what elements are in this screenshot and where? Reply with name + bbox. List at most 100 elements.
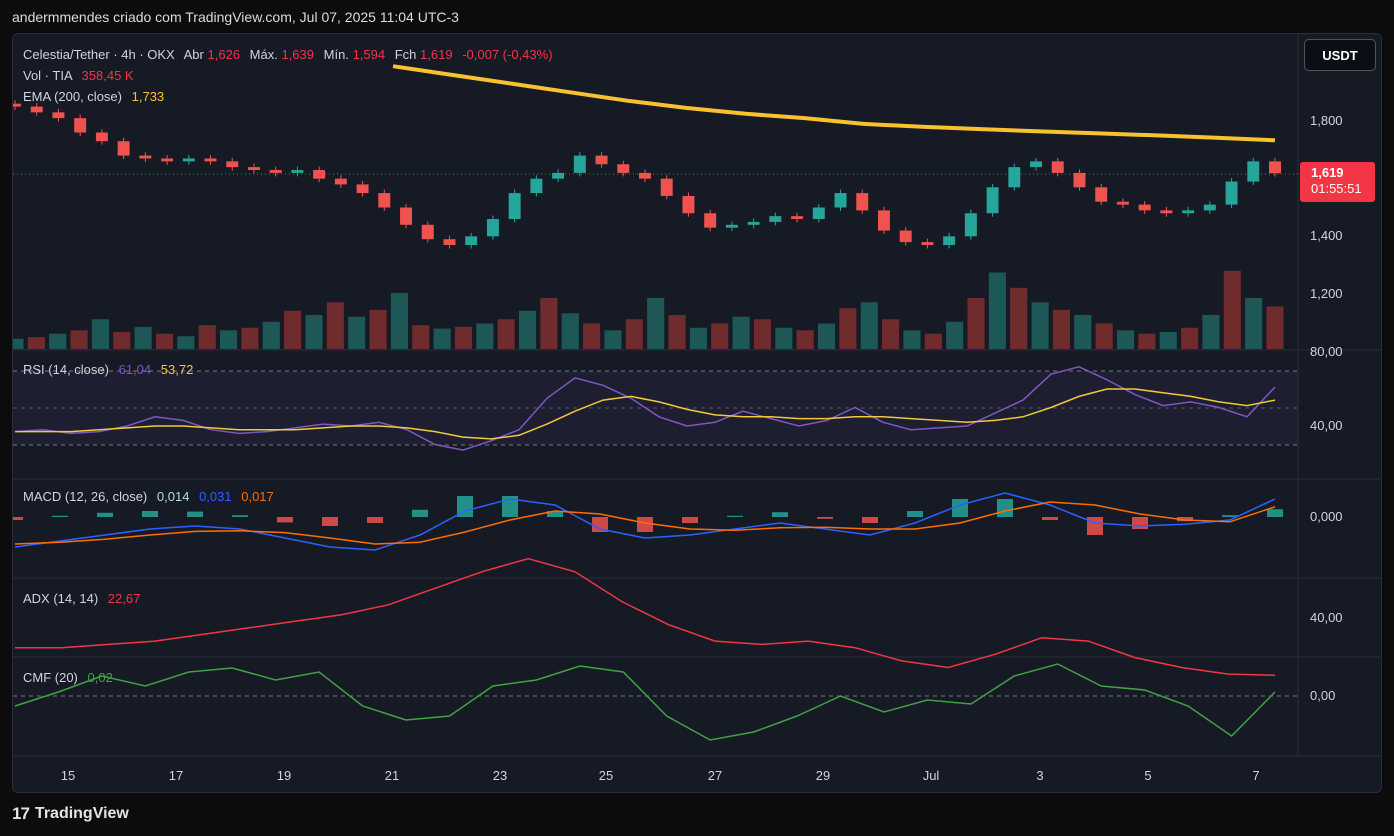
candle-body (1051, 161, 1064, 173)
candle-body (356, 184, 369, 194)
macd-hist-bar (232, 515, 248, 517)
candle-body (378, 193, 391, 208)
tradingview-footer[interactable]: 17 TradingView (12, 804, 129, 824)
volume-bar (177, 336, 195, 349)
volume-bar (946, 321, 964, 349)
candle-body (226, 161, 239, 168)
time-tick: 23 (493, 768, 507, 783)
candle-body (856, 193, 869, 211)
volume-bar (988, 272, 1006, 349)
volume-bar (625, 319, 643, 349)
legend-low: 1,594 (353, 47, 386, 62)
volume-bar (1202, 315, 1220, 349)
volume-bar (49, 333, 67, 349)
time-tick: 21 (385, 768, 399, 783)
price-tick: 1,200 (1310, 286, 1343, 301)
candle-body (660, 178, 673, 196)
volume-bar (1074, 315, 1092, 349)
candle-body (812, 207, 825, 220)
volume-bar (262, 321, 280, 349)
macd-hist-bar (187, 511, 203, 517)
macd-hist-bar (817, 517, 833, 519)
volume-bar (1159, 332, 1177, 349)
volume-bar (91, 319, 109, 349)
chart-frame[interactable]: Celestia/Tether · 4h · OKX Abr 1,626 Máx… (12, 33, 1382, 793)
legend-ema-label: EMA (200, close) (23, 89, 122, 104)
legend-high: 1,639 (281, 47, 314, 62)
candle-body (52, 112, 65, 119)
rsi-tick: 40,00 (1310, 418, 1343, 433)
candle-body (1247, 161, 1260, 182)
macd-hist-bar (97, 512, 113, 517)
candle-body (530, 178, 543, 194)
macd-hist-bar (322, 517, 338, 526)
macd-hist-bar (772, 512, 788, 517)
macd-hist-bar (592, 517, 608, 532)
time-tick: Jul (923, 768, 940, 783)
volume-bar (561, 313, 579, 349)
volume-bar (305, 315, 323, 349)
macd-hist-bar (1267, 509, 1283, 517)
macd-hist-bar (277, 517, 293, 523)
legend-vol-value: 358,45 K (82, 68, 134, 83)
svg-text:Celestia/Tether · 4h · OKX: Celestia/Tether · 4h · OKX Abr 1,626 Máx… (23, 47, 553, 62)
bar-countdown: 01:55:51 (1311, 181, 1362, 196)
volume-bar (476, 323, 494, 349)
ema-200-line (392, 64, 1276, 143)
macd-tick: 0,000 (1310, 509, 1343, 524)
candle-body (313, 170, 326, 179)
volume-bar (647, 298, 665, 349)
macd-hist-bar (142, 511, 158, 517)
candle-body (986, 187, 999, 214)
volume-bar (454, 326, 473, 349)
candle-body (573, 155, 586, 173)
volume-bar (1116, 330, 1135, 349)
macd-hist-bar (1177, 517, 1193, 522)
time-tick: 19 (277, 768, 291, 783)
volume-bar (412, 325, 430, 349)
currency-button[interactable]: USDT (1304, 39, 1376, 71)
candle-body (465, 236, 478, 245)
volume-bar (583, 323, 601, 349)
volume-bar (711, 323, 729, 349)
volume-bar (1095, 323, 1113, 349)
macd-hist-bar (1222, 515, 1238, 517)
time-tick: 29 (816, 768, 830, 783)
legend-adx-value: 22,67 (108, 591, 141, 606)
legend-adx-label: ADX (14, 14) (23, 591, 98, 606)
time-tick: 3 (1036, 768, 1043, 783)
tradingview-brand: TradingView (34, 805, 129, 822)
svg-text:Vol · TIA 358,45 K: Vol · TIA 358,45 K (23, 68, 134, 83)
volume-bars (13, 270, 1284, 349)
volume-bar (70, 330, 88, 349)
candle-body (1138, 204, 1151, 211)
candle-body (334, 178, 347, 185)
macd-hist-bar (682, 517, 698, 523)
legend-vol-label: Vol · TIA (23, 68, 73, 83)
candle-body (964, 213, 977, 237)
candle-body (725, 224, 738, 228)
candle-body (1182, 210, 1195, 214)
candle-body (1116, 201, 1129, 205)
legend-low-label: Mín. (324, 47, 349, 62)
volume-bar (1052, 309, 1070, 349)
volume-bar (924, 333, 942, 349)
candle-body (161, 158, 174, 162)
price-tick: 1,800 (1310, 113, 1343, 128)
volume-bar (796, 330, 814, 349)
volume-bar (348, 316, 366, 349)
macd-hist-bar (637, 517, 653, 532)
volume-bar (390, 292, 408, 349)
last-price-label: 1,619 01:55:51 (1300, 162, 1375, 202)
macd-hist-bar (727, 515, 743, 517)
volume-bar (326, 302, 344, 349)
candle-body (899, 230, 912, 243)
volume-bar (753, 319, 771, 349)
volume-bar (27, 337, 45, 349)
candle-body (1073, 172, 1086, 188)
candle-body (1095, 187, 1108, 202)
time-tick: 5 (1144, 768, 1151, 783)
candle-body (769, 216, 782, 222)
chart-svg[interactable]: Celestia/Tether · 4h · OKX Abr 1,626 Máx… (13, 34, 1381, 792)
candle-body (552, 172, 565, 179)
